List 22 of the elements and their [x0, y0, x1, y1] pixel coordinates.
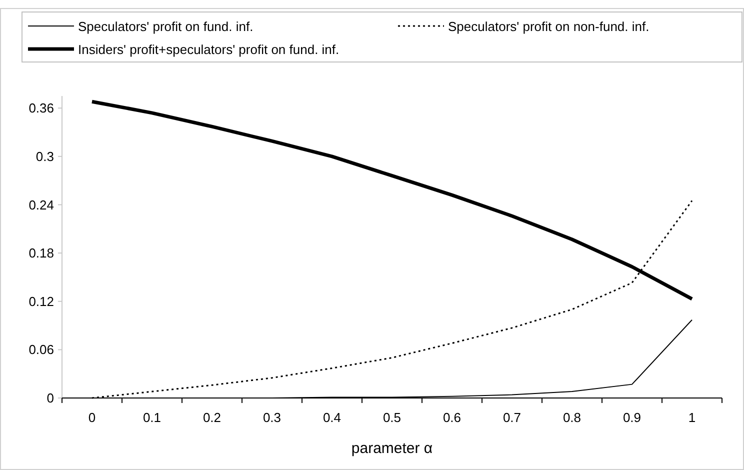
x-tick-label: 0.5: [382, 410, 402, 425]
x-tick-label: 0: [88, 410, 96, 425]
x-tick-label: 0.4: [322, 410, 342, 425]
x-tick-label: 0.9: [622, 410, 642, 425]
x-tick-label: 0.1: [142, 410, 162, 425]
x-tick-label: 0.6: [442, 410, 462, 425]
y-tick-label: 0.06: [28, 342, 54, 358]
y-tick-label: 0.36: [28, 100, 54, 116]
y-tick-label: 0.18: [28, 246, 54, 261]
y-tick-label: 0: [46, 390, 54, 406]
x-axis-title: parameter α: [351, 440, 433, 457]
x-tick-label: 0.3: [262, 410, 282, 425]
y-tick-label: 0.12: [28, 294, 54, 309]
x-tick-label: 0.7: [502, 410, 522, 425]
legend-label: Insiders' profit+speculators' profit on fund. inf.: [78, 42, 340, 57]
y-tick-label: 0.24: [28, 197, 54, 212]
y-tick-label: 0.3: [36, 148, 54, 164]
x-tick-label: 0.2: [202, 410, 222, 425]
x-tick-label: 1: [688, 410, 696, 425]
legend-label: Speculators' profit on fund. inf.: [78, 19, 254, 34]
legend-label: Speculators' profit on non-fund. inf.: [448, 19, 650, 34]
x-tick-label: 0.8: [562, 410, 582, 425]
